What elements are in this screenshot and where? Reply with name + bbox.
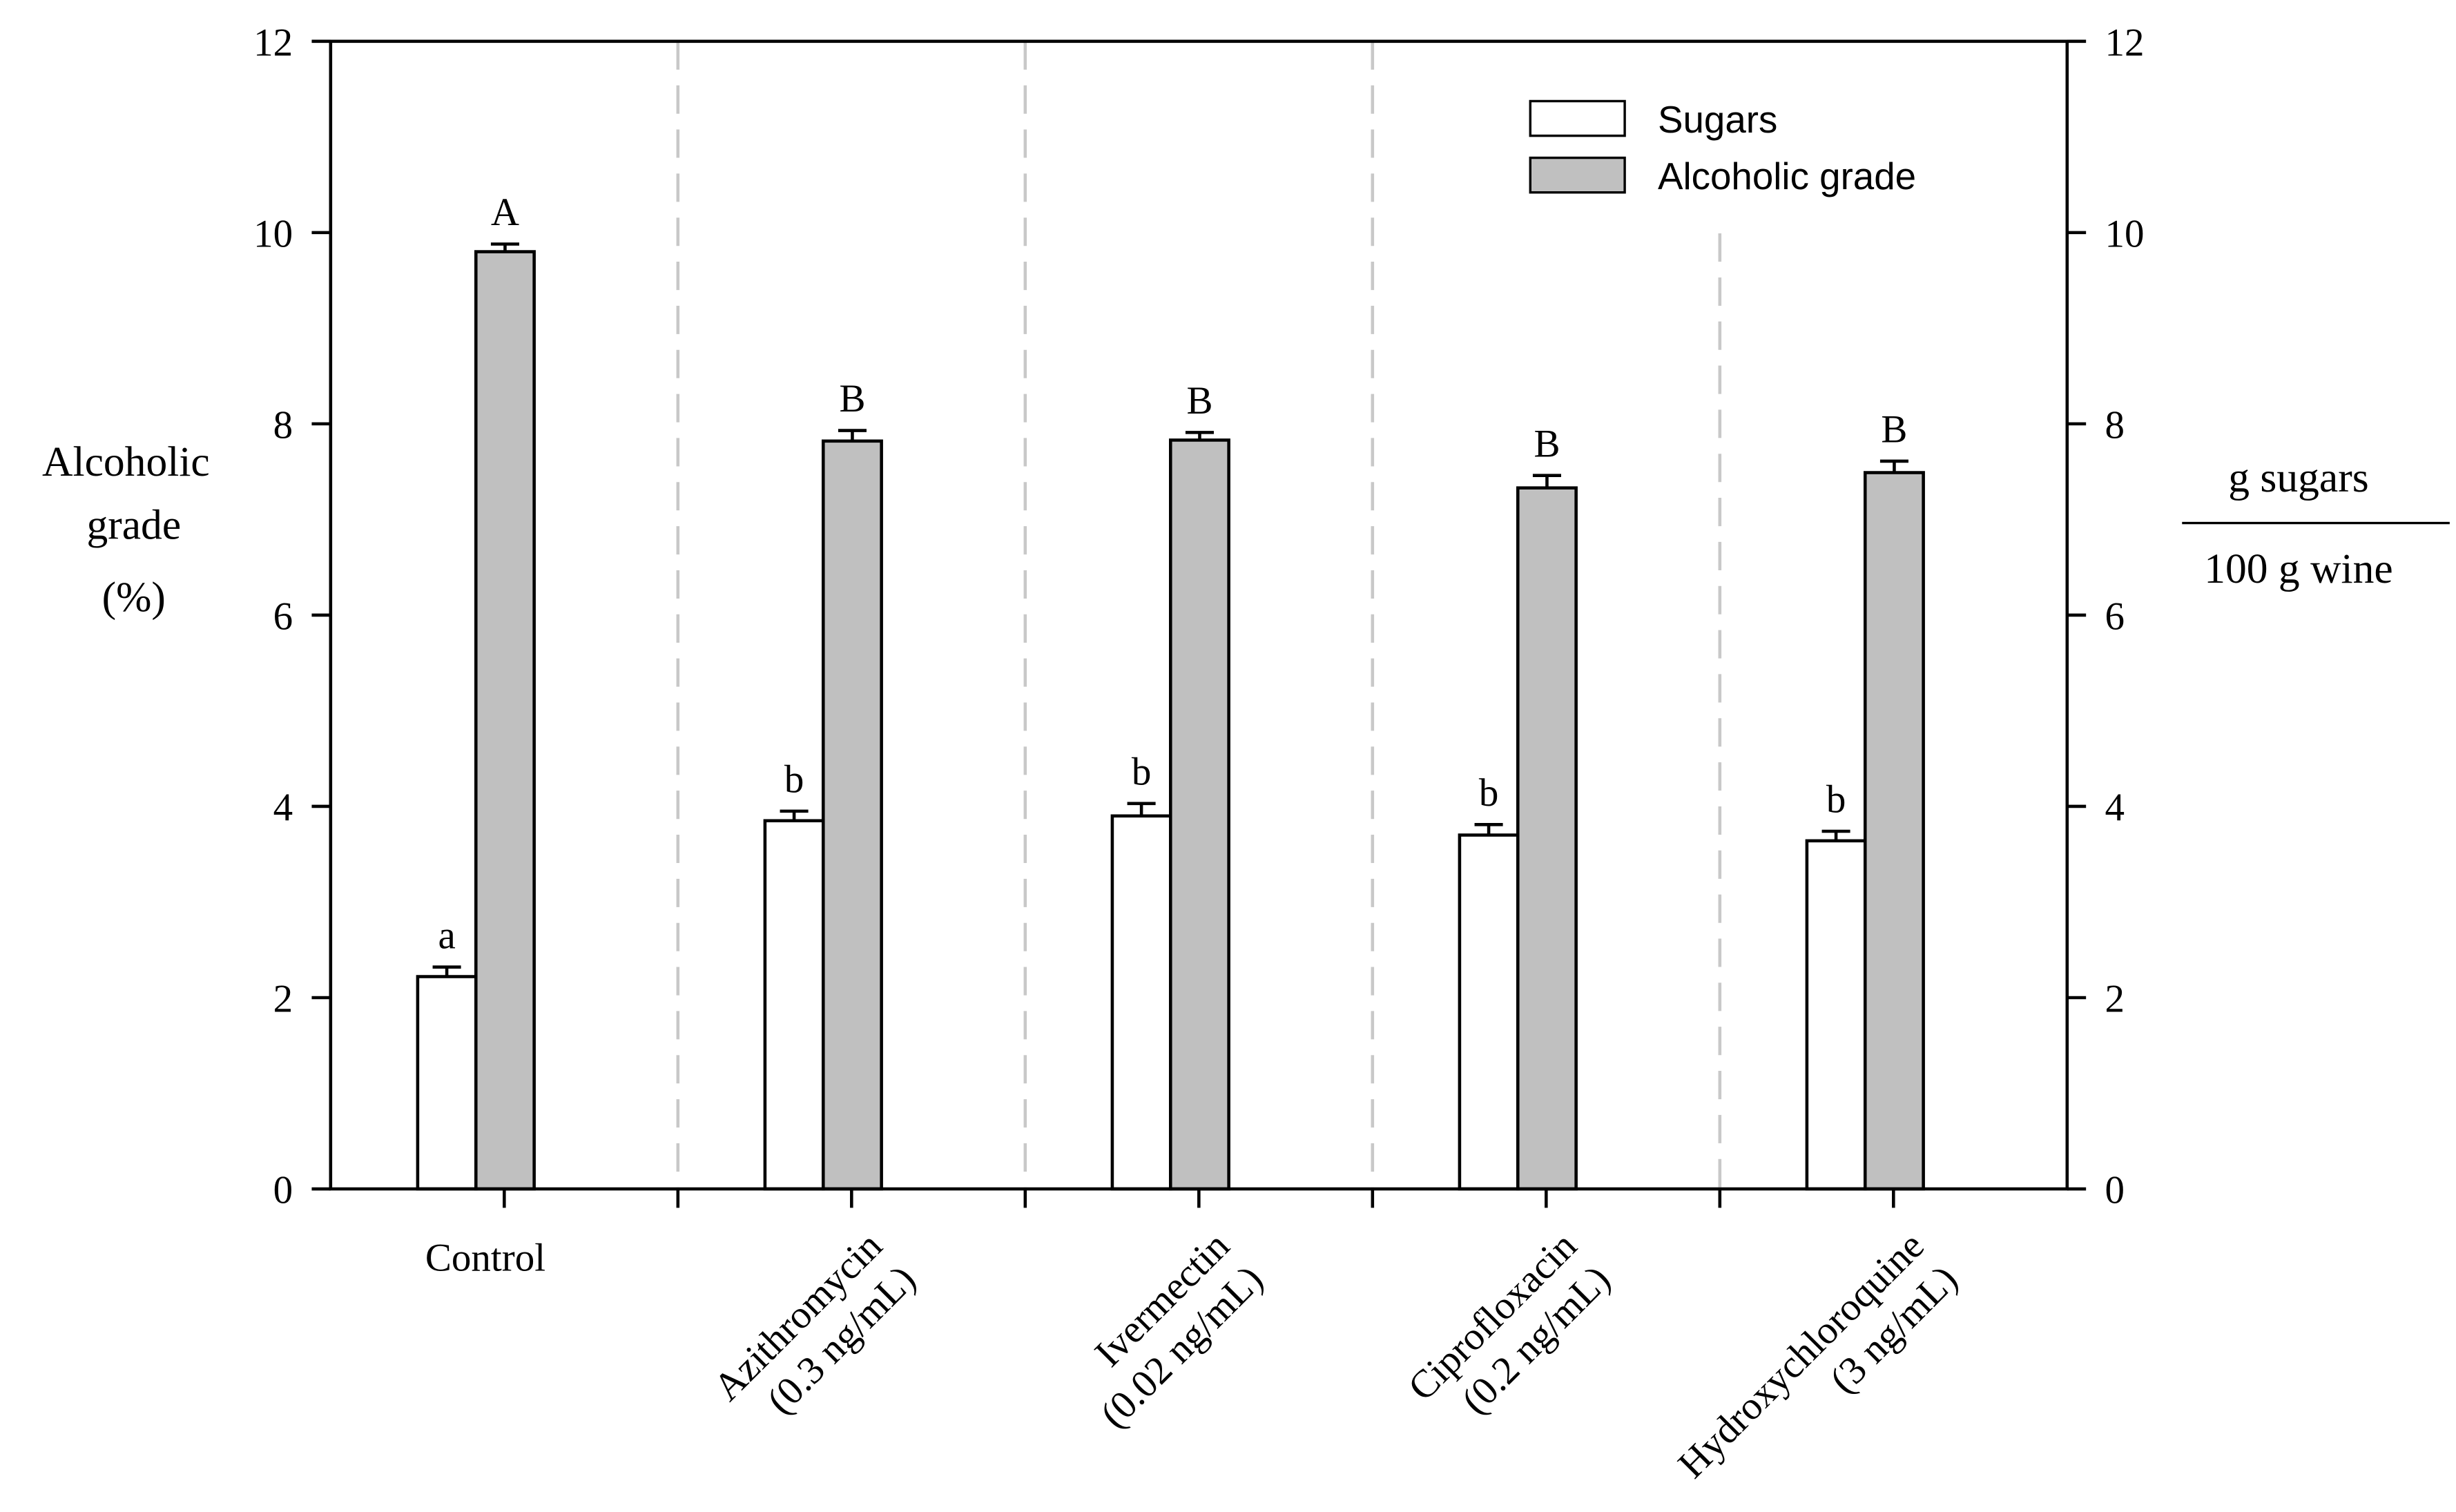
y-tick-label-right: 6: [2105, 594, 2125, 638]
y-tick-label-right: 10: [2105, 212, 2145, 255]
significance-letter: b: [1132, 750, 1151, 793]
bar-sugars: [1458, 833, 1520, 1191]
significance-letter: B: [1534, 422, 1560, 465]
significance-letter: B: [1186, 379, 1212, 423]
y-tick-label-left: 0: [273, 1169, 293, 1212]
y-tick-label-right: 2: [2105, 978, 2125, 1021]
bar-alcoholic-grade: [1516, 486, 1578, 1191]
legend-swatch-sugars: [1529, 99, 1626, 137]
y-tick-label-left: 6: [273, 594, 293, 638]
y-label-right-numerator: g sugars: [2228, 454, 2368, 501]
legend-label-sugars: Sugars: [1658, 98, 1777, 141]
x-tick-label: Control: [425, 1237, 545, 1280]
y-label-left-line-3: (%): [102, 574, 166, 621]
x-tick-label: Azithromycin(0.3 ng/mL): [705, 1224, 924, 1443]
group-dividers: [676, 41, 1722, 1190]
x-tick-label: Ivermectin(0.02 ng/mL): [1058, 1224, 1271, 1437]
significance-letter: B: [1881, 408, 1907, 452]
bar-sugars: [763, 819, 825, 1191]
legend-swatch-alcoholic-grade: [1529, 156, 1626, 194]
bar-sugars: [416, 975, 478, 1191]
bars: a Ab Bb Bb Bb B: [416, 191, 1925, 1191]
bar-alcoholic-grade: [821, 439, 883, 1191]
significance-letter: a: [438, 913, 455, 957]
y-axis-label-left: Alcoholic grade (%): [42, 438, 210, 621]
axis-ticks: 0 0 2 2 4 4 6 6 8 8 10 10 12 12: [253, 21, 2144, 1212]
significance-letter: A: [491, 191, 519, 234]
bar-alcoholic-grade: [1863, 471, 1925, 1191]
x-tick-labels: Control Azithromycin(0.3 ng/mL) Ivermectin…: [425, 1224, 1966, 1512]
y-tick-label-left: 2: [273, 978, 293, 1021]
y-label-left-line-2: grade: [86, 501, 181, 548]
x-tick-label: Hydroxychloroquine(3 ng/mL): [1670, 1224, 1966, 1512]
y-tick-label-right: 0: [2105, 1169, 2125, 1212]
y-label-right-denominator: 100 g wine: [2204, 545, 2393, 592]
legend: Sugars Alcoholic grade: [1529, 98, 1916, 197]
y-tick-label-left: 8: [273, 403, 293, 447]
y-tick-label-left: 10: [253, 212, 293, 255]
significance-letter: b: [1826, 778, 1846, 822]
y-axis-label-right: g sugars 100 g wine: [2182, 454, 2450, 592]
bar-alcoholic-grade: [474, 250, 536, 1191]
y-tick-label-left: 12: [253, 21, 293, 64]
significance-letter: B: [839, 377, 865, 420]
legend-label-alcoholic-grade: Alcoholic grade: [1658, 155, 1916, 197]
y-tick-label-right: 4: [2105, 786, 2125, 829]
bar-sugars: [1805, 839, 1867, 1191]
bar-alcoholic-grade: [1168, 438, 1230, 1191]
y-tick-label-right: 8: [2105, 403, 2125, 447]
significance-letter: b: [784, 758, 804, 802]
x-tick-label: Ciprofloxacin(0.2 ng/mL): [1400, 1224, 1618, 1443]
y-tick-label-right: 12: [2105, 21, 2145, 64]
y-label-left-line-1: Alcoholic: [42, 438, 210, 485]
bar-sugars: [1110, 814, 1172, 1191]
significance-letter: b: [1479, 771, 1499, 815]
y-tick-label-left: 4: [273, 786, 293, 829]
